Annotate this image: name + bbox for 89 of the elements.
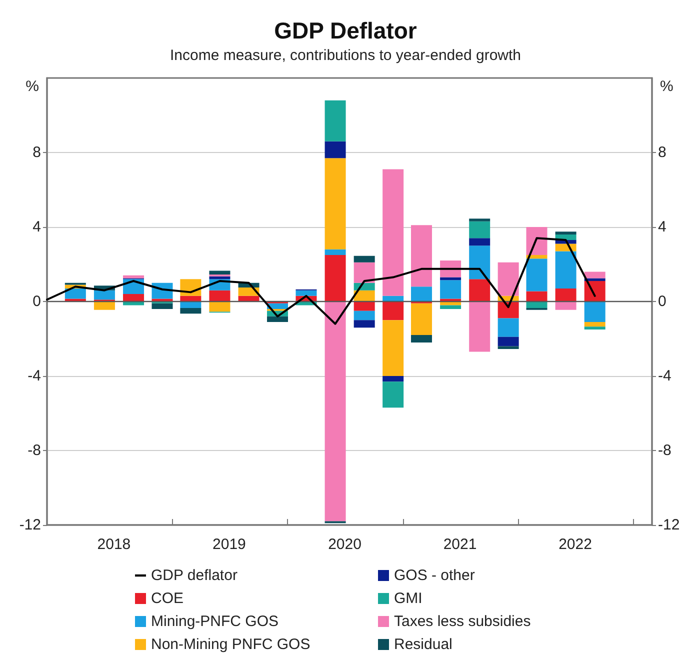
bar bbox=[469, 238, 490, 246]
chart-subtitle: Income measure, contributions to year-ended growth bbox=[170, 47, 522, 64]
y-tick-label: 0 bbox=[32, 293, 41, 310]
bar bbox=[382, 169, 404, 296]
bar bbox=[324, 100, 346, 142]
bar bbox=[555, 232, 576, 234]
bar bbox=[180, 302, 202, 308]
bar bbox=[498, 262, 519, 296]
legend-label: GOS - other bbox=[394, 567, 475, 584]
bar bbox=[526, 302, 548, 308]
bar bbox=[584, 326, 606, 330]
bar bbox=[123, 294, 144, 302]
bar bbox=[180, 296, 202, 302]
legend-label: GDP deflator bbox=[151, 567, 238, 584]
y-tick-label: 8 bbox=[32, 144, 41, 161]
bar bbox=[209, 270, 230, 274]
bar bbox=[324, 249, 346, 255]
bar bbox=[410, 286, 432, 302]
bar bbox=[267, 316, 288, 322]
bar bbox=[469, 218, 490, 222]
bar bbox=[324, 302, 346, 522]
y2-tick-label: 0 bbox=[658, 293, 666, 310]
bar bbox=[469, 221, 490, 238]
y2-tick-label: -4 bbox=[658, 368, 672, 384]
bar bbox=[555, 288, 576, 302]
y2-tick-label: 8 bbox=[658, 144, 666, 161]
bar bbox=[180, 308, 202, 314]
y2-tick-label: -12 bbox=[658, 516, 680, 534]
bar bbox=[526, 227, 548, 255]
bar bbox=[209, 290, 230, 302]
bar bbox=[354, 310, 375, 320]
y-tick-label: 4 bbox=[32, 218, 41, 236]
bar bbox=[584, 272, 606, 278]
y-tick-label: -4 bbox=[28, 368, 41, 384]
legend-label: Residual bbox=[394, 636, 452, 653]
bar bbox=[324, 158, 346, 250]
bar bbox=[498, 318, 519, 337]
legend-label: GMI bbox=[394, 590, 422, 607]
legend-label: Non-Mining PNFC GOS bbox=[151, 636, 310, 653]
bar bbox=[584, 322, 606, 327]
bar bbox=[382, 320, 404, 376]
bar bbox=[382, 302, 404, 320]
y-tick-label: -8 bbox=[28, 442, 41, 459]
legend-label: Mining-PNFC GOS bbox=[151, 613, 279, 630]
bar bbox=[354, 302, 375, 311]
bar bbox=[469, 302, 490, 352]
bar bbox=[584, 302, 606, 322]
bar bbox=[354, 262, 375, 283]
bar bbox=[440, 305, 462, 309]
bar bbox=[296, 290, 317, 296]
bar bbox=[94, 290, 115, 300]
y2-axis-title: % bbox=[660, 78, 674, 95]
bar bbox=[64, 288, 86, 299]
bar bbox=[382, 296, 404, 302]
bar bbox=[209, 302, 230, 312]
bar bbox=[526, 258, 548, 292]
bar bbox=[498, 336, 519, 346]
bar bbox=[324, 254, 346, 302]
bar bbox=[354, 256, 375, 262]
bar bbox=[526, 291, 548, 302]
bar bbox=[498, 346, 519, 349]
line-series bbox=[46, 237, 596, 325]
bar bbox=[410, 303, 432, 336]
bar bbox=[382, 376, 404, 382]
chart-title: GDP Deflator bbox=[274, 18, 417, 44]
y-axis-title: % bbox=[26, 78, 39, 95]
bar bbox=[498, 302, 519, 318]
bar bbox=[410, 225, 432, 287]
y-tick-label: -12 bbox=[19, 516, 41, 534]
x-tick-label: 2020 bbox=[328, 536, 362, 553]
bar bbox=[469, 246, 490, 280]
y2-tick-label: 4 bbox=[658, 218, 666, 236]
bar bbox=[324, 141, 346, 158]
y2-tick-label: -8 bbox=[658, 442, 672, 459]
x-tick-label: 2019 bbox=[212, 536, 246, 553]
bar bbox=[469, 279, 490, 302]
bar bbox=[152, 303, 173, 309]
x-tick-label: 2018 bbox=[97, 536, 131, 553]
legend-label: Taxes less subsidies bbox=[394, 613, 531, 630]
bar bbox=[382, 382, 404, 408]
legend-label: COE bbox=[151, 590, 184, 607]
bar bbox=[440, 280, 462, 299]
bar bbox=[410, 335, 432, 342]
bar bbox=[555, 302, 576, 310]
bar bbox=[94, 302, 115, 310]
bar bbox=[555, 251, 576, 288]
x-tick-label: 2021 bbox=[443, 536, 477, 553]
x-tick-label: 2022 bbox=[558, 536, 592, 553]
bar bbox=[354, 320, 375, 328]
